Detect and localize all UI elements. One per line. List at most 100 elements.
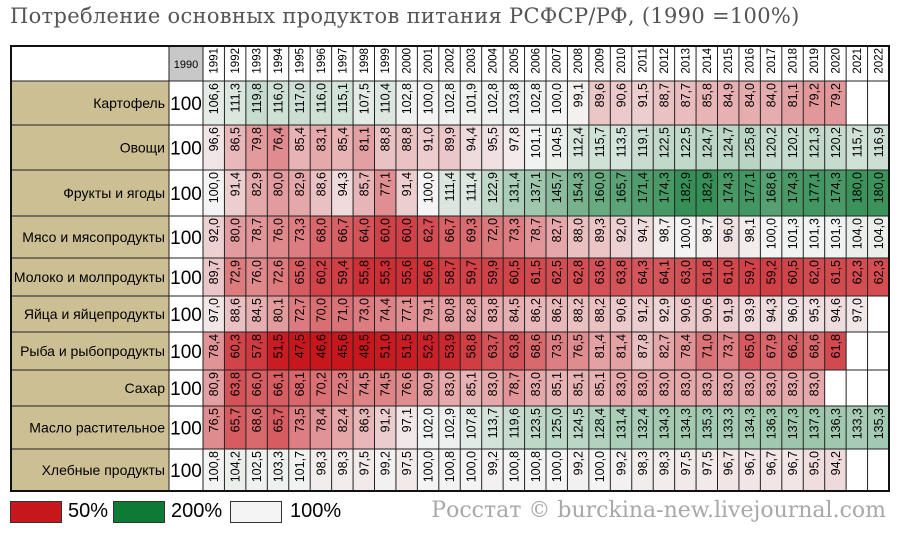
heatmap-cell bbox=[867, 370, 889, 406]
cell-value: 88,6 bbox=[314, 172, 328, 196]
heatmap-cell bbox=[417, 216, 439, 258]
cell-value: 78,7 bbox=[507, 372, 521, 396]
heatmap-cell bbox=[374, 216, 396, 258]
cell-value: 79,1 bbox=[422, 298, 436, 322]
base-year-header-cell bbox=[169, 46, 203, 81]
cell-value: 68,6 bbox=[529, 334, 543, 358]
heatmap-cell bbox=[567, 216, 589, 258]
heatmap-cell bbox=[803, 332, 825, 370]
heatmap-cell bbox=[203, 125, 225, 170]
heatmap-cell bbox=[803, 449, 825, 491]
heatmap-cell bbox=[588, 370, 611, 406]
heatmap-cell bbox=[846, 170, 868, 216]
cell-value: 79,2 bbox=[807, 83, 821, 107]
cell-value: 122,5 bbox=[679, 127, 693, 158]
heatmap-cell bbox=[867, 81, 889, 125]
heatmap-cell bbox=[631, 125, 654, 170]
heatmap-cell bbox=[224, 170, 246, 216]
heatmap-cell bbox=[267, 296, 289, 332]
heatmap-cell bbox=[224, 216, 246, 258]
heatmap-cell bbox=[824, 406, 847, 449]
heatmap-cell bbox=[803, 125, 825, 170]
cell-value: 94,2 bbox=[829, 451, 843, 475]
heatmap-cell bbox=[460, 296, 482, 332]
heatmap-cell bbox=[524, 449, 546, 491]
cell-value: 103,3 bbox=[272, 451, 286, 482]
heatmap-cell bbox=[653, 406, 675, 449]
base-value: 100 bbox=[170, 184, 202, 205]
cell-value: 74,5 bbox=[357, 372, 371, 396]
cell-value: 182,9 bbox=[679, 172, 693, 203]
heatmap-cell bbox=[567, 449, 589, 491]
cell-value: 100,8 bbox=[443, 451, 457, 482]
heatmap-cell bbox=[567, 332, 589, 370]
cell-value: 66,1 bbox=[272, 372, 286, 396]
row-label-cell bbox=[11, 296, 169, 332]
heatmap-cell bbox=[803, 81, 825, 125]
cell-value: 80,0 bbox=[272, 172, 286, 196]
heatmap-cell bbox=[224, 449, 246, 491]
row-label-cell bbox=[11, 125, 169, 170]
cell-value: 78,4 bbox=[314, 408, 328, 432]
cell-value: 77,1 bbox=[400, 298, 414, 322]
heatmap-cell bbox=[781, 216, 804, 258]
cell-value: 62,8 bbox=[572, 260, 586, 284]
heatmap-cell bbox=[717, 258, 739, 296]
cell-value: 96,0 bbox=[722, 218, 736, 242]
cell-value: 61,0 bbox=[722, 260, 736, 284]
cell-value: 83,0 bbox=[615, 372, 629, 396]
row-label: Сахар bbox=[125, 380, 166, 396]
cell-value: 99,2 bbox=[379, 451, 393, 475]
cell-value: 100,0 bbox=[550, 451, 564, 482]
heatmap-cell bbox=[631, 406, 654, 449]
cell-value: 90,6 bbox=[615, 298, 629, 322]
cell-value: 91,9 bbox=[722, 298, 736, 322]
cell-value: 85,4 bbox=[336, 127, 350, 151]
cell-value: 80,1 bbox=[272, 298, 286, 322]
heatmap-cell bbox=[481, 449, 504, 491]
cell-value: 98,3 bbox=[314, 451, 328, 475]
heatmap-cell bbox=[717, 332, 739, 370]
cell-value: 83,0 bbox=[636, 372, 650, 396]
year-label: 2008 bbox=[573, 48, 585, 74]
heatmap-cell bbox=[867, 406, 889, 449]
heatmap-cell bbox=[524, 406, 546, 449]
heatmap-cell bbox=[460, 170, 482, 216]
cell-value: 76,5 bbox=[572, 334, 586, 358]
heatmap-cell bbox=[417, 449, 439, 491]
cell-value: 84,9 bbox=[722, 83, 736, 107]
chart-title: Потребление основных продуктов питания Р… bbox=[10, 4, 800, 28]
heatmap-cell bbox=[610, 170, 632, 216]
cell-value: 83,8 bbox=[486, 298, 500, 322]
cell-value: 89,7 bbox=[207, 260, 221, 284]
heatmap-cell bbox=[781, 81, 804, 125]
heatmap-cell bbox=[353, 296, 375, 332]
heatmap-cell bbox=[438, 258, 461, 296]
heatmap-cell bbox=[353, 170, 375, 216]
heatmap-cell bbox=[824, 125, 847, 170]
cell-value: 177,1 bbox=[743, 172, 757, 203]
cell-value: 89,6 bbox=[593, 83, 607, 107]
year-label: 1997 bbox=[337, 48, 349, 74]
cell-value: 83,0 bbox=[765, 372, 779, 396]
heatmap-cell bbox=[438, 406, 461, 449]
row-label: Молоко и молпродукты bbox=[14, 269, 165, 285]
heatmap-cell bbox=[696, 449, 718, 491]
heatmap-cell bbox=[824, 216, 847, 258]
heatmap-cell bbox=[781, 258, 804, 296]
cell-value: 113,5 bbox=[615, 127, 629, 157]
base-value: 100 bbox=[170, 139, 202, 160]
cell-value: 83,0 bbox=[529, 372, 543, 396]
row-label-cell bbox=[11, 370, 169, 406]
heatmap-cell bbox=[245, 296, 268, 332]
heatmap-cell bbox=[460, 216, 482, 258]
heatmap-cell bbox=[374, 370, 396, 406]
heatmap-cell bbox=[653, 81, 675, 125]
cell-value: 85,1 bbox=[464, 372, 478, 396]
cell-value: 48,5 bbox=[357, 334, 371, 358]
cell-value: 85,1 bbox=[572, 372, 586, 396]
cell-value: 100,0 bbox=[422, 451, 436, 482]
cell-value: 72,7 bbox=[293, 298, 307, 322]
year-label: 2004 bbox=[487, 47, 499, 73]
